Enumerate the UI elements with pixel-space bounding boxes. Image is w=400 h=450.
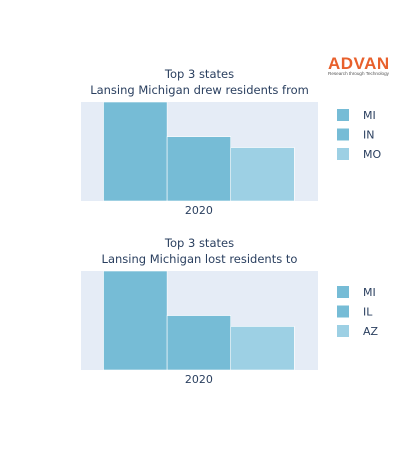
legend-label: IL bbox=[363, 306, 373, 319]
chart-2: Top 3 states Lansing Michigan lost reside… bbox=[81, 236, 379, 386]
legend: MI IN MO bbox=[337, 109, 381, 161]
chart-title: Top 3 states Lansing Michigan drew reside… bbox=[90, 67, 309, 97]
legend-label: MI bbox=[363, 109, 376, 122]
charts-group: Top 3 states Lansing Michigan drew reside… bbox=[81, 67, 381, 386]
legend-label: AZ bbox=[363, 325, 379, 338]
bar-in bbox=[166, 136, 232, 202]
legend-label: MI bbox=[363, 286, 376, 299]
bar-il bbox=[166, 315, 232, 371]
brand-logo: ADVAN Research through Technology bbox=[328, 54, 390, 76]
legend-swatch bbox=[337, 325, 349, 337]
chart-title-line: Lansing Michigan drew residents from bbox=[90, 83, 309, 97]
chart-title-line: Top 3 states bbox=[164, 236, 234, 250]
legend-swatch bbox=[337, 305, 349, 318]
x-tick-label: 2020 bbox=[185, 204, 213, 217]
brand-tagline: Research through Technology bbox=[328, 71, 390, 76]
chart-title-line: Top 3 states bbox=[164, 67, 234, 81]
legend-swatch bbox=[337, 109, 349, 121]
chart-title: Top 3 states Lansing Michigan lost reside… bbox=[102, 236, 298, 266]
legend-swatch bbox=[337, 148, 349, 160]
brand-name: ADVAN bbox=[328, 54, 390, 73]
legend-label: IN bbox=[363, 129, 374, 142]
chart-1: Top 3 states Lansing Michigan drew reside… bbox=[81, 67, 381, 217]
x-tick-label: 2020 bbox=[185, 373, 213, 386]
bar-az bbox=[230, 326, 295, 371]
bar-mo bbox=[230, 147, 295, 202]
bar-mi bbox=[103, 270, 168, 371]
legend: MI IL AZ bbox=[337, 286, 379, 338]
bar-mi bbox=[103, 101, 168, 202]
chart-title-line: Lansing Michigan lost residents to bbox=[102, 252, 298, 266]
legend-swatch bbox=[337, 286, 349, 298]
legend-swatch bbox=[337, 128, 349, 141]
legend-label: MO bbox=[363, 148, 381, 161]
